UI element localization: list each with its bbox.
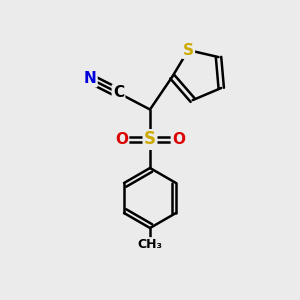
Text: S: S (144, 130, 156, 148)
Text: C: C (113, 85, 124, 100)
Text: N: N (84, 71, 96, 86)
Text: O: O (115, 132, 128, 147)
Text: CH₃: CH₃ (137, 238, 163, 251)
Text: S: S (183, 43, 194, 58)
Text: O: O (172, 132, 185, 147)
